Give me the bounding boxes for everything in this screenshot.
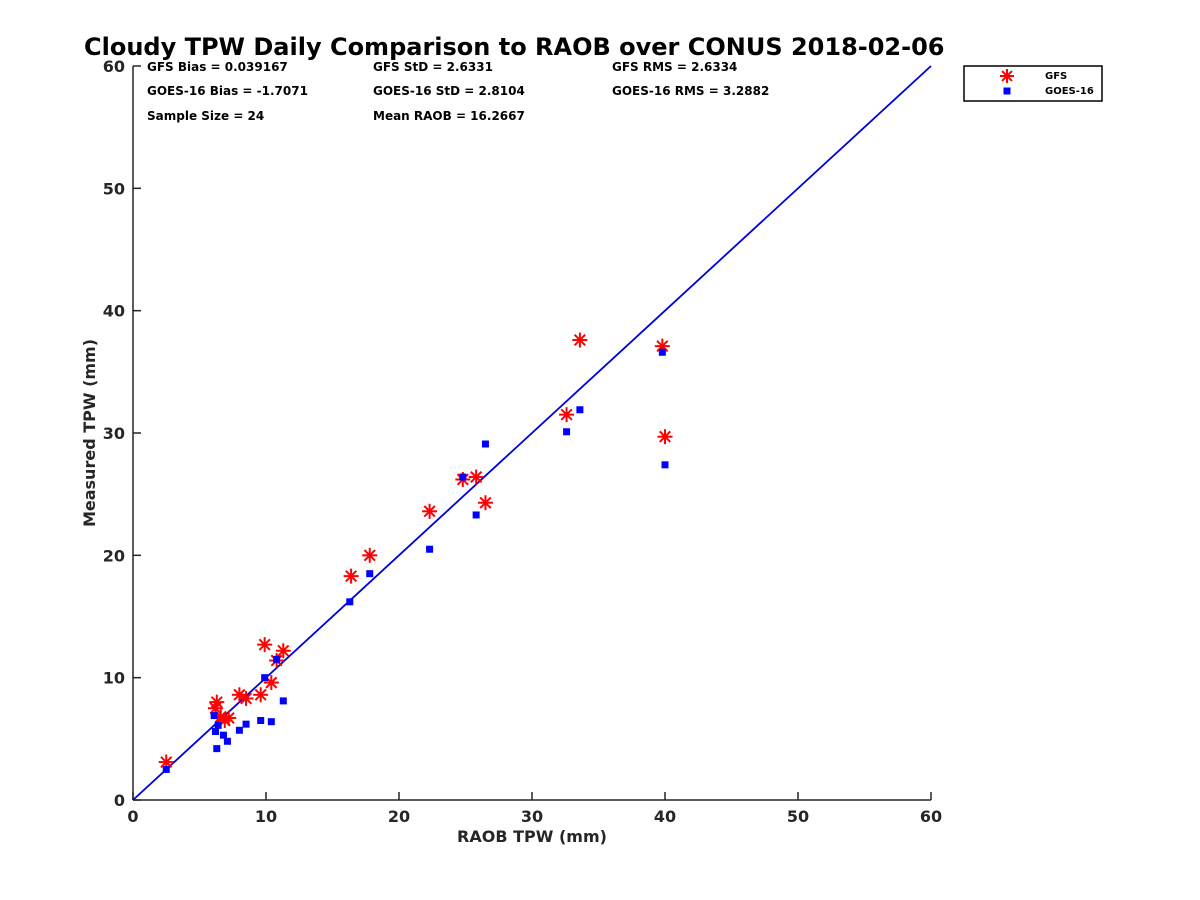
point-gfs-asterisk: [362, 547, 378, 563]
x-tick-label: 30: [521, 807, 543, 826]
series-gfs: [158, 332, 673, 770]
point-goes16-square: [563, 428, 571, 436]
point-gfs-asterisk: [559, 407, 575, 423]
point-goes16-square: [213, 745, 221, 753]
point-gfs-asterisk: [468, 469, 484, 485]
point-goes16-square: [261, 674, 269, 682]
point-goes16-square: [472, 511, 480, 519]
point-gfs-asterisk: [477, 495, 493, 511]
stats-annotations: GFS Bias = 0.039167 GFS StD = 2.6331 GFS…: [147, 60, 769, 123]
point-gfs-asterisk: [209, 694, 225, 710]
point-goes16-square: [279, 697, 287, 705]
y-axis-label: Measured TPW (mm): [80, 339, 99, 527]
point-goes16-square: [661, 461, 669, 469]
stat-gfs-rms: GFS RMS = 2.6334: [612, 60, 737, 74]
point-goes16-square: [481, 440, 489, 448]
point-goes16-square: [459, 473, 467, 481]
legend-goes16-square-marker: [1003, 87, 1011, 95]
stat-goes16-rms: GOES-16 RMS = 3.2882: [612, 84, 769, 98]
x-tick-label: 0: [127, 807, 138, 826]
point-gfs-asterisk: [275, 643, 291, 659]
point-goes16-square: [576, 406, 584, 414]
y-tick-label: 30: [103, 424, 125, 443]
point-goes16-square: [346, 598, 354, 606]
point-goes16-square: [210, 712, 218, 720]
point-goes16-square: [273, 655, 281, 663]
chart-title: Cloudy TPW Daily Comparison to RAOB over…: [84, 33, 944, 61]
point-goes16-square: [211, 727, 219, 735]
point-gfs-asterisk: [572, 332, 588, 348]
y-tick-label: 0: [114, 791, 125, 810]
x-tick-label: 60: [920, 807, 942, 826]
legend-label-goes16: GOES-16: [1045, 86, 1094, 97]
point-gfs-asterisk: [257, 637, 273, 653]
point-gfs-asterisk: [253, 687, 269, 703]
point-gfs-asterisk: [238, 690, 254, 706]
point-goes16-square: [219, 731, 227, 739]
y-tick-label: 40: [103, 302, 125, 321]
legend-box: [963, 65, 1103, 102]
point-goes16-square: [214, 721, 222, 729]
point-gfs-asterisk: [343, 568, 359, 584]
x-axis-label: RAOB TPW (mm): [457, 827, 607, 846]
stat-gfs-std: GFS StD = 2.6331: [373, 60, 493, 74]
point-goes16-square: [242, 720, 250, 728]
point-gfs-asterisk: [221, 710, 237, 726]
x-tick-label: 20: [388, 807, 410, 826]
point-goes16-square: [366, 570, 374, 578]
stat-goes16-std: GOES-16 StD = 2.8104: [373, 84, 525, 98]
legend-square-shape: [1003, 87, 1011, 95]
data-points: [158, 332, 673, 773]
point-goes16-square: [223, 737, 231, 745]
x-tick-label: 10: [255, 807, 277, 826]
stat-gfs-bias: GFS Bias = 0.039167: [147, 60, 288, 74]
legend-gfs-asterisk-marker: [1000, 69, 1014, 83]
stat-goes16-bias: GOES-16 Bias = -1.7071: [147, 84, 308, 98]
point-goes16-square: [426, 545, 434, 553]
axes: 0 10 20 30 40 50 60 0 10 20 30 40 50 60: [103, 57, 942, 826]
point-goes16-square: [257, 716, 265, 724]
reference-line-1to1: [132, 65, 932, 801]
series-goes16: [162, 348, 669, 773]
point-gfs-asterisk: [422, 503, 438, 519]
x-tick-label: 40: [654, 807, 676, 826]
legend: GFS GOES-16: [963, 65, 1103, 102]
one-to-one-line: [132, 65, 932, 801]
legend-asterisk-shape: [1000, 69, 1014, 83]
point-goes16-square: [267, 718, 275, 726]
y-tick-label: 20: [103, 546, 125, 565]
y-tick-label: 60: [103, 57, 125, 76]
point-goes16-square: [235, 726, 243, 734]
y-tick-label: 50: [103, 179, 125, 198]
point-goes16-square: [162, 765, 170, 773]
point-gfs-asterisk: [657, 429, 673, 445]
stat-mean-raob: Mean RAOB = 16.2667: [373, 109, 525, 123]
point-goes16-square: [658, 348, 666, 356]
stat-sample-size: Sample Size = 24: [147, 109, 264, 123]
point-gfs-asterisk: [231, 687, 247, 703]
legend-label-gfs: GFS: [1045, 71, 1067, 82]
y-tick-label: 10: [103, 669, 125, 688]
x-tick-label: 50: [787, 807, 809, 826]
